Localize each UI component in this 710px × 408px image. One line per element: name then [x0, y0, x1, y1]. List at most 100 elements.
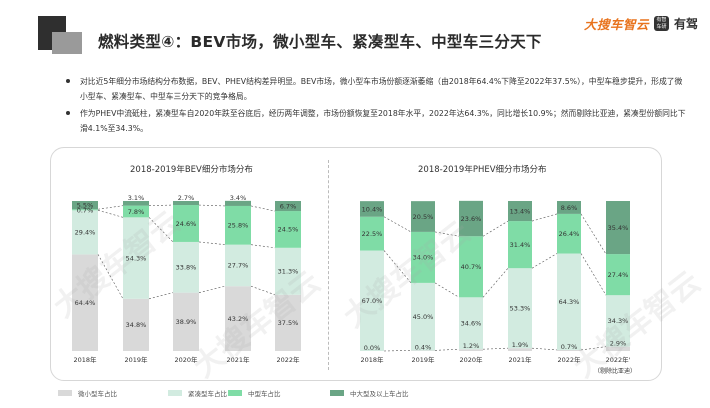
- bullet-dot-icon: [66, 79, 70, 83]
- legend-label: 中大型及以上车占比: [350, 390, 409, 398]
- phev-data-label: 35.4%: [608, 224, 629, 232]
- phev-bar-0-4: [557, 349, 581, 351]
- bev-x-tick-label: 2022年: [276, 355, 300, 364]
- legend-label: 紧凑型车占比: [188, 390, 227, 398]
- phev-data-label: 0.7%: [561, 343, 578, 351]
- phev-bar-0-5: [606, 346, 630, 351]
- phev-bar-3-3: [508, 201, 532, 222]
- legend-item-mid: 中型车占比: [228, 388, 281, 398]
- phev-note: （剔除比亚迪）: [594, 367, 636, 375]
- phev-data-label: 1.9%: [512, 341, 529, 349]
- bev-data-label: 25.8%: [228, 222, 249, 230]
- bev-data-label: 43.2%: [228, 315, 249, 323]
- bev-bar-1-1: [123, 217, 149, 299]
- bev-data-label: 27.7%: [228, 262, 249, 270]
- phev-connector: [383, 250, 412, 284]
- bev-bar-3-0: [72, 201, 98, 210]
- phev-connector: [482, 220, 509, 237]
- page-title: 燃料类型④：BEV市场，微小型车、紧凑型车、中型车三分天下: [98, 33, 542, 51]
- phev-connector: [383, 216, 412, 233]
- bev-data-label: 24.5%: [278, 226, 299, 234]
- phev-x-tick-label: 2021年: [508, 355, 532, 364]
- phev-x-tick-label: 2022年': [606, 355, 631, 364]
- phev-bar-3-0: [360, 201, 384, 217]
- phev-bar-0-2: [459, 349, 483, 351]
- bullet-item: 对比近5年细分市场结构分布数据，BEV、PHEV结构差异明显。BEV市场，微小型…: [66, 74, 686, 104]
- legend-swatch: [58, 390, 72, 396]
- bev-data-label: 31.3%: [278, 268, 299, 276]
- phev-bar-1-1: [411, 282, 435, 351]
- phev-data-label: 34.6%: [461, 320, 482, 328]
- bullet-text: 作为PHEV中流砥柱，紧凑型车自2020年跌至谷底后，经历两年调整，市场份额恢复…: [80, 109, 686, 133]
- bev-data-label: 38.9%: [176, 318, 197, 326]
- phev-connector: [531, 347, 558, 351]
- bev-bar-1-4: [275, 247, 301, 295]
- phev-connector: [482, 347, 509, 350]
- bev-data-label: 33.8%: [176, 264, 197, 272]
- bev-bar-2-3: [225, 205, 251, 245]
- legend-swatch: [168, 390, 182, 396]
- phev-data-label: 2.9%: [610, 340, 627, 348]
- bev-data-label: 34.8%: [126, 321, 147, 329]
- phev-connector: [580, 213, 607, 255]
- phev-bar-2-1: [411, 231, 435, 283]
- app-name: 有驾: [673, 17, 698, 31]
- bev-connector: [97, 254, 124, 299]
- legend-swatch: [330, 390, 344, 396]
- bev-data-label: 29.4%: [75, 229, 96, 237]
- phev-data-label: 34.3%: [608, 317, 629, 325]
- phev-bar-3-4: [557, 201, 581, 214]
- legend-swatch: [228, 390, 242, 396]
- phev-x-tick-label: 2022年: [557, 355, 581, 364]
- bullet-text: 对比近5年细分市场结构分布数据，BEV、PHEV结构差异明显。BEV市场，微小型…: [80, 77, 683, 101]
- phev-data-label: 64.3%: [559, 298, 580, 306]
- phev-bar-2-4: [557, 213, 581, 254]
- phev-data-label: 53.3%: [510, 304, 531, 312]
- phev-connector: [383, 350, 412, 352]
- phev-connector: [434, 231, 460, 237]
- phev-x-tick-label: 2020年: [459, 355, 483, 364]
- bev-connector: [198, 204, 226, 207]
- legend-label: 中型车占比: [248, 390, 281, 398]
- bev-x-tick-label: 2018年: [73, 355, 97, 364]
- phev-data-label: 23.6%: [461, 215, 482, 223]
- bev-data-label: 54.3%: [126, 254, 147, 262]
- app-logo-icon: 有智 车研: [653, 16, 669, 31]
- phev-data-label: 40.7%: [461, 263, 482, 271]
- phev-x-tick-label: 2018年: [360, 355, 384, 364]
- phev-data-label: 13.4%: [510, 207, 531, 215]
- phev-data-label: 8.6%: [561, 204, 578, 212]
- phev-connector: [531, 253, 558, 269]
- bev-chart-title: 2018-2019年BEV细分市场分布: [130, 165, 253, 175]
- bev-connector: [148, 204, 174, 206]
- bev-bar-2-1: [123, 205, 149, 218]
- phev-data-label: 27.4%: [608, 271, 629, 279]
- phev-bar-2-5: [606, 254, 630, 296]
- bev-data-label: 6.7%: [280, 202, 297, 210]
- bev-data-label: 64.4%: [75, 299, 96, 307]
- summary-bullets: 对比近5年细分市场结构分布数据，BEV、PHEV结构差异明显。BEV市场，微小型…: [66, 74, 686, 138]
- legend-item-micro: 微小型车占比: [58, 388, 117, 398]
- bev-connector: [250, 244, 276, 249]
- phev-bar-3-5: [606, 201, 630, 255]
- phev-data-label: 1.2%: [463, 342, 480, 350]
- phev-connector: [434, 282, 460, 298]
- phev-data-label: 20.5%: [413, 213, 434, 221]
- bev-bar-3-4: [275, 201, 301, 212]
- bev-bar-2-0: [72, 209, 98, 211]
- phev-bar-2-2: [459, 236, 483, 298]
- phev-x-tick-label: 2019年: [411, 355, 435, 364]
- phev-bar-1-3: [508, 268, 532, 349]
- legend-item-large: 中大型及以上车占比: [330, 388, 409, 398]
- bev-bar-3-1: [123, 201, 149, 206]
- phev-connector: [434, 348, 460, 351]
- bev-bar-3-2: [173, 201, 199, 206]
- phev-bar-3-2: [459, 200, 483, 237]
- bev-bar-0-0: [72, 254, 98, 351]
- bev-connector: [198, 285, 226, 293]
- phev-connector: [580, 253, 607, 296]
- legend-label: 微小型车占比: [78, 390, 117, 398]
- phev-bar-1-4: [557, 253, 581, 350]
- brand-logo-text: 大搜车智云: [583, 17, 649, 32]
- bev-data-label: 5.5%: [77, 201, 94, 209]
